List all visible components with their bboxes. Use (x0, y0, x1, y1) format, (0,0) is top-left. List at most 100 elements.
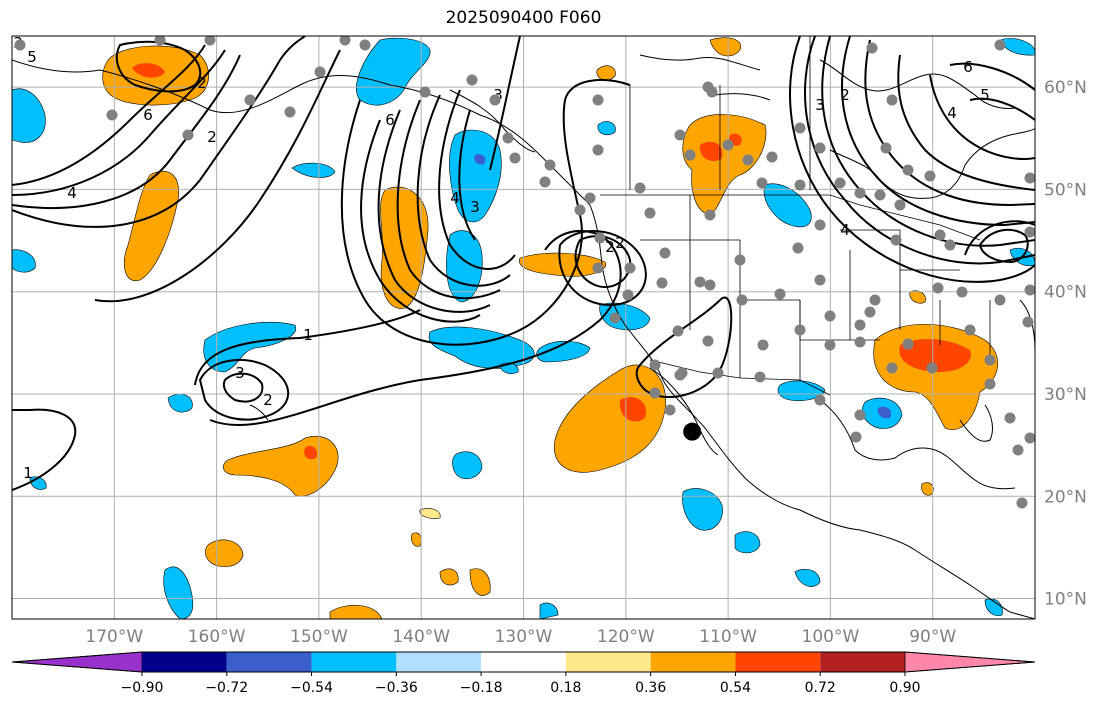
station-dot (814, 219, 826, 231)
fill-positive (469, 568, 491, 596)
fill-negative (12, 249, 36, 273)
contour-label: 1 (303, 326, 313, 344)
station-dot (766, 151, 778, 163)
fill-negative (12, 88, 46, 143)
lon-label: 130°W (495, 627, 553, 647)
colorbar-segment (396, 652, 482, 672)
station-dot (509, 152, 521, 164)
fill-negative-strong (474, 154, 486, 165)
station-dot (734, 254, 746, 266)
station-dot (854, 319, 866, 331)
colorbar-tick-label: −0.18 (460, 680, 503, 696)
station-dot (792, 242, 804, 254)
station-dot (757, 339, 769, 351)
fill-negative (763, 183, 812, 228)
contour-label: 1 (23, 464, 33, 482)
station-dot (622, 289, 634, 301)
contour-label: 3 (493, 86, 503, 104)
station-dot (182, 129, 194, 141)
contour-label: 2 (840, 86, 850, 104)
station-dot (684, 149, 696, 161)
colorbar-tick-label: −0.54 (290, 680, 333, 696)
fill-positive-light (419, 508, 441, 519)
station-dot (544, 159, 556, 171)
colorbar-tick-label: 0.72 (805, 680, 836, 696)
contour-lines (12, 36, 1035, 491)
station-dot (649, 387, 661, 399)
station-dot (814, 142, 826, 154)
station-dot (880, 142, 892, 154)
chart-title: 2025090400 F060 (445, 8, 602, 28)
fill-positive (439, 568, 459, 586)
fill-positive-strong (699, 141, 723, 162)
lon-label: 110°W (699, 627, 757, 647)
station-dot (502, 132, 514, 144)
lat-label: 10°N (1044, 590, 1087, 610)
fill-negative (682, 488, 723, 531)
contour-label: 3 (815, 96, 825, 114)
station-dot (932, 282, 944, 294)
station-dot (850, 431, 862, 443)
station-dot (489, 94, 501, 106)
colorbar-segment (650, 652, 736, 672)
station-dot (1022, 316, 1034, 328)
fill-negative (984, 598, 1003, 617)
station-dot (106, 109, 118, 121)
fill-negative (428, 326, 535, 369)
station-dot (736, 294, 748, 306)
colorbar-extend-max (904, 651, 1036, 673)
station-dot (706, 86, 718, 98)
colorbar-tick-label: 0.90 (889, 680, 920, 696)
station-dot (204, 36, 216, 46)
station-dot (656, 277, 668, 289)
contour-label: 2 (615, 234, 625, 252)
station-dot (674, 369, 686, 381)
station-dot (314, 66, 326, 78)
lat-label: 50°N (1044, 180, 1087, 200)
station-dot (712, 367, 724, 379)
station-markers (14, 36, 1035, 509)
contour-label: 2 (263, 391, 273, 409)
station-dot (672, 325, 684, 337)
colorbar-tick-label: −0.72 (205, 680, 248, 696)
station-dot (886, 94, 898, 106)
station-dot (866, 42, 878, 54)
fill-negative (163, 566, 194, 619)
station-dot (854, 409, 866, 421)
station-dot (926, 362, 938, 374)
station-dot (864, 306, 876, 318)
station-dot (466, 74, 478, 86)
fill-positive-strong (304, 445, 318, 460)
station-dot (14, 39, 26, 51)
station-dot (924, 170, 936, 182)
fill-negative (999, 38, 1035, 56)
station-dot (244, 94, 256, 106)
contour-label: 4 (67, 184, 77, 202)
colorbar-segment (311, 652, 397, 672)
lat-label: 60°N (1044, 78, 1087, 98)
fill-positive-strong (619, 397, 646, 422)
contour-label: 6 (385, 111, 395, 129)
station-dot (994, 39, 1006, 51)
station-dot (874, 189, 886, 201)
station-dot (1024, 284, 1035, 296)
highlight-marker (683, 422, 702, 441)
lon-label: 160°W (188, 627, 246, 647)
station-dot (814, 394, 826, 406)
station-dot (902, 164, 914, 176)
station-dot (756, 177, 768, 189)
contour-label: 3 (470, 198, 480, 216)
station-dot (584, 192, 596, 204)
lon-label: 170°W (85, 627, 143, 647)
fill-positive (411, 532, 422, 547)
station-dot (704, 279, 716, 291)
fill-positive (124, 170, 179, 282)
station-dot (1012, 444, 1024, 456)
colorbar-tick-label: 0.36 (635, 680, 666, 696)
station-dot (659, 247, 671, 259)
station-dot (694, 276, 706, 288)
station-dot (359, 39, 371, 51)
station-dot (814, 274, 826, 286)
station-dot (890, 234, 902, 246)
colorbar-segment (565, 652, 651, 672)
